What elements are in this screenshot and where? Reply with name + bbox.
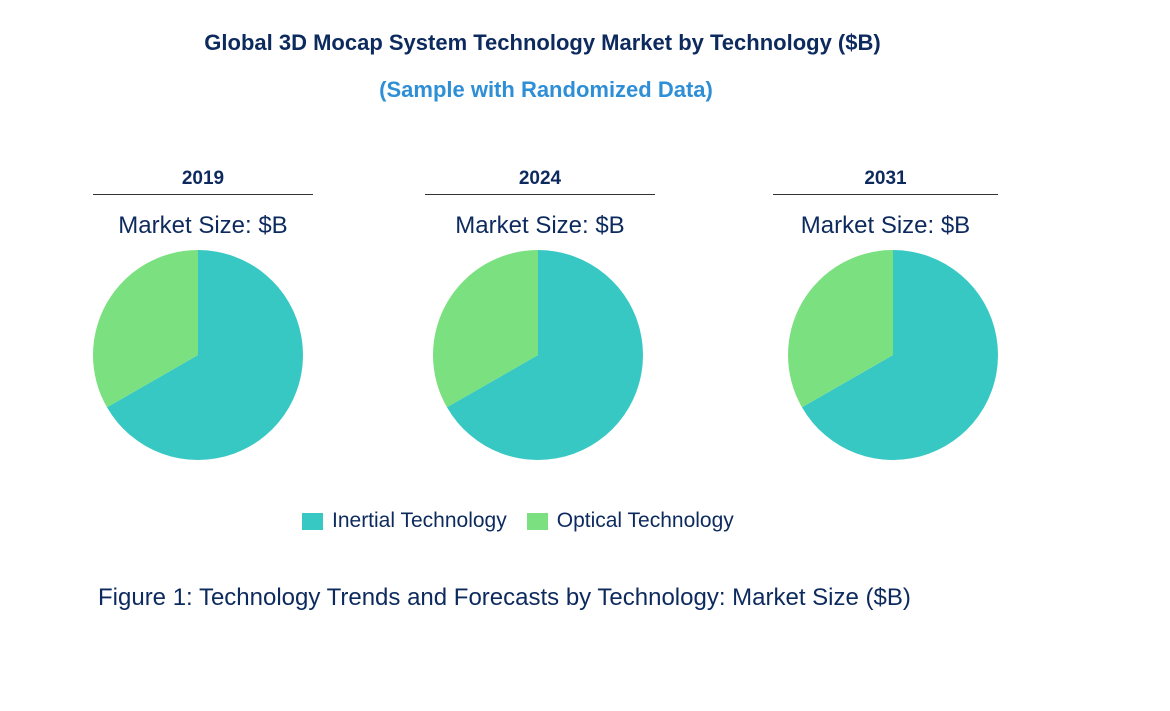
- chart-subtitle: (Sample with Randomized Data): [379, 77, 713, 102]
- pie-market-size-label: Market Size: $B: [800, 212, 971, 239]
- pie-slice-2019-inertial-technology: [106, 250, 303, 460]
- pie-year: 2019: [93, 168, 313, 195]
- pie-slice-2031-inertial-technology: [801, 250, 998, 460]
- figure-caption: Figure 1: Technology Trends and Forecast…: [98, 584, 911, 611]
- pie-market-size-label: Market Size: $B: [455, 212, 625, 239]
- pie-year: 2024: [425, 168, 655, 195]
- legend-item-optical: Optical Technology: [526, 509, 734, 533]
- chart-title: Global 3D Mocap System Technology Market…: [204, 30, 881, 55]
- pie-panel-2019: 2019 Market Size: $B: [93, 168, 313, 239]
- legend-label: Inertial Technology: [332, 509, 507, 532]
- pie-slice-2024-optical-technology: [432, 250, 538, 408]
- pie-panel-2031: 2031 Market Size: $B: [773, 168, 998, 239]
- pie-year: 2031: [773, 168, 998, 195]
- pie-panel-2024: 2024 Market Size: $B: [425, 168, 655, 239]
- pie-slice-2024-inertial-technology: [446, 250, 643, 460]
- legend-swatch: [526, 512, 548, 530]
- pie-slice-2019-optical-technology: [92, 250, 198, 408]
- legend-swatch: [302, 512, 323, 530]
- pie-slice-2031-optical-technology: [787, 249, 893, 408]
- legend-label: Optical Technology: [556, 509, 734, 532]
- pie-market-size-label: Market Size: $B: [118, 212, 288, 239]
- legend-item-inertial: Inertial Technology: [302, 509, 507, 533]
- legend: Inertial Technology Optical Technology: [302, 509, 734, 533]
